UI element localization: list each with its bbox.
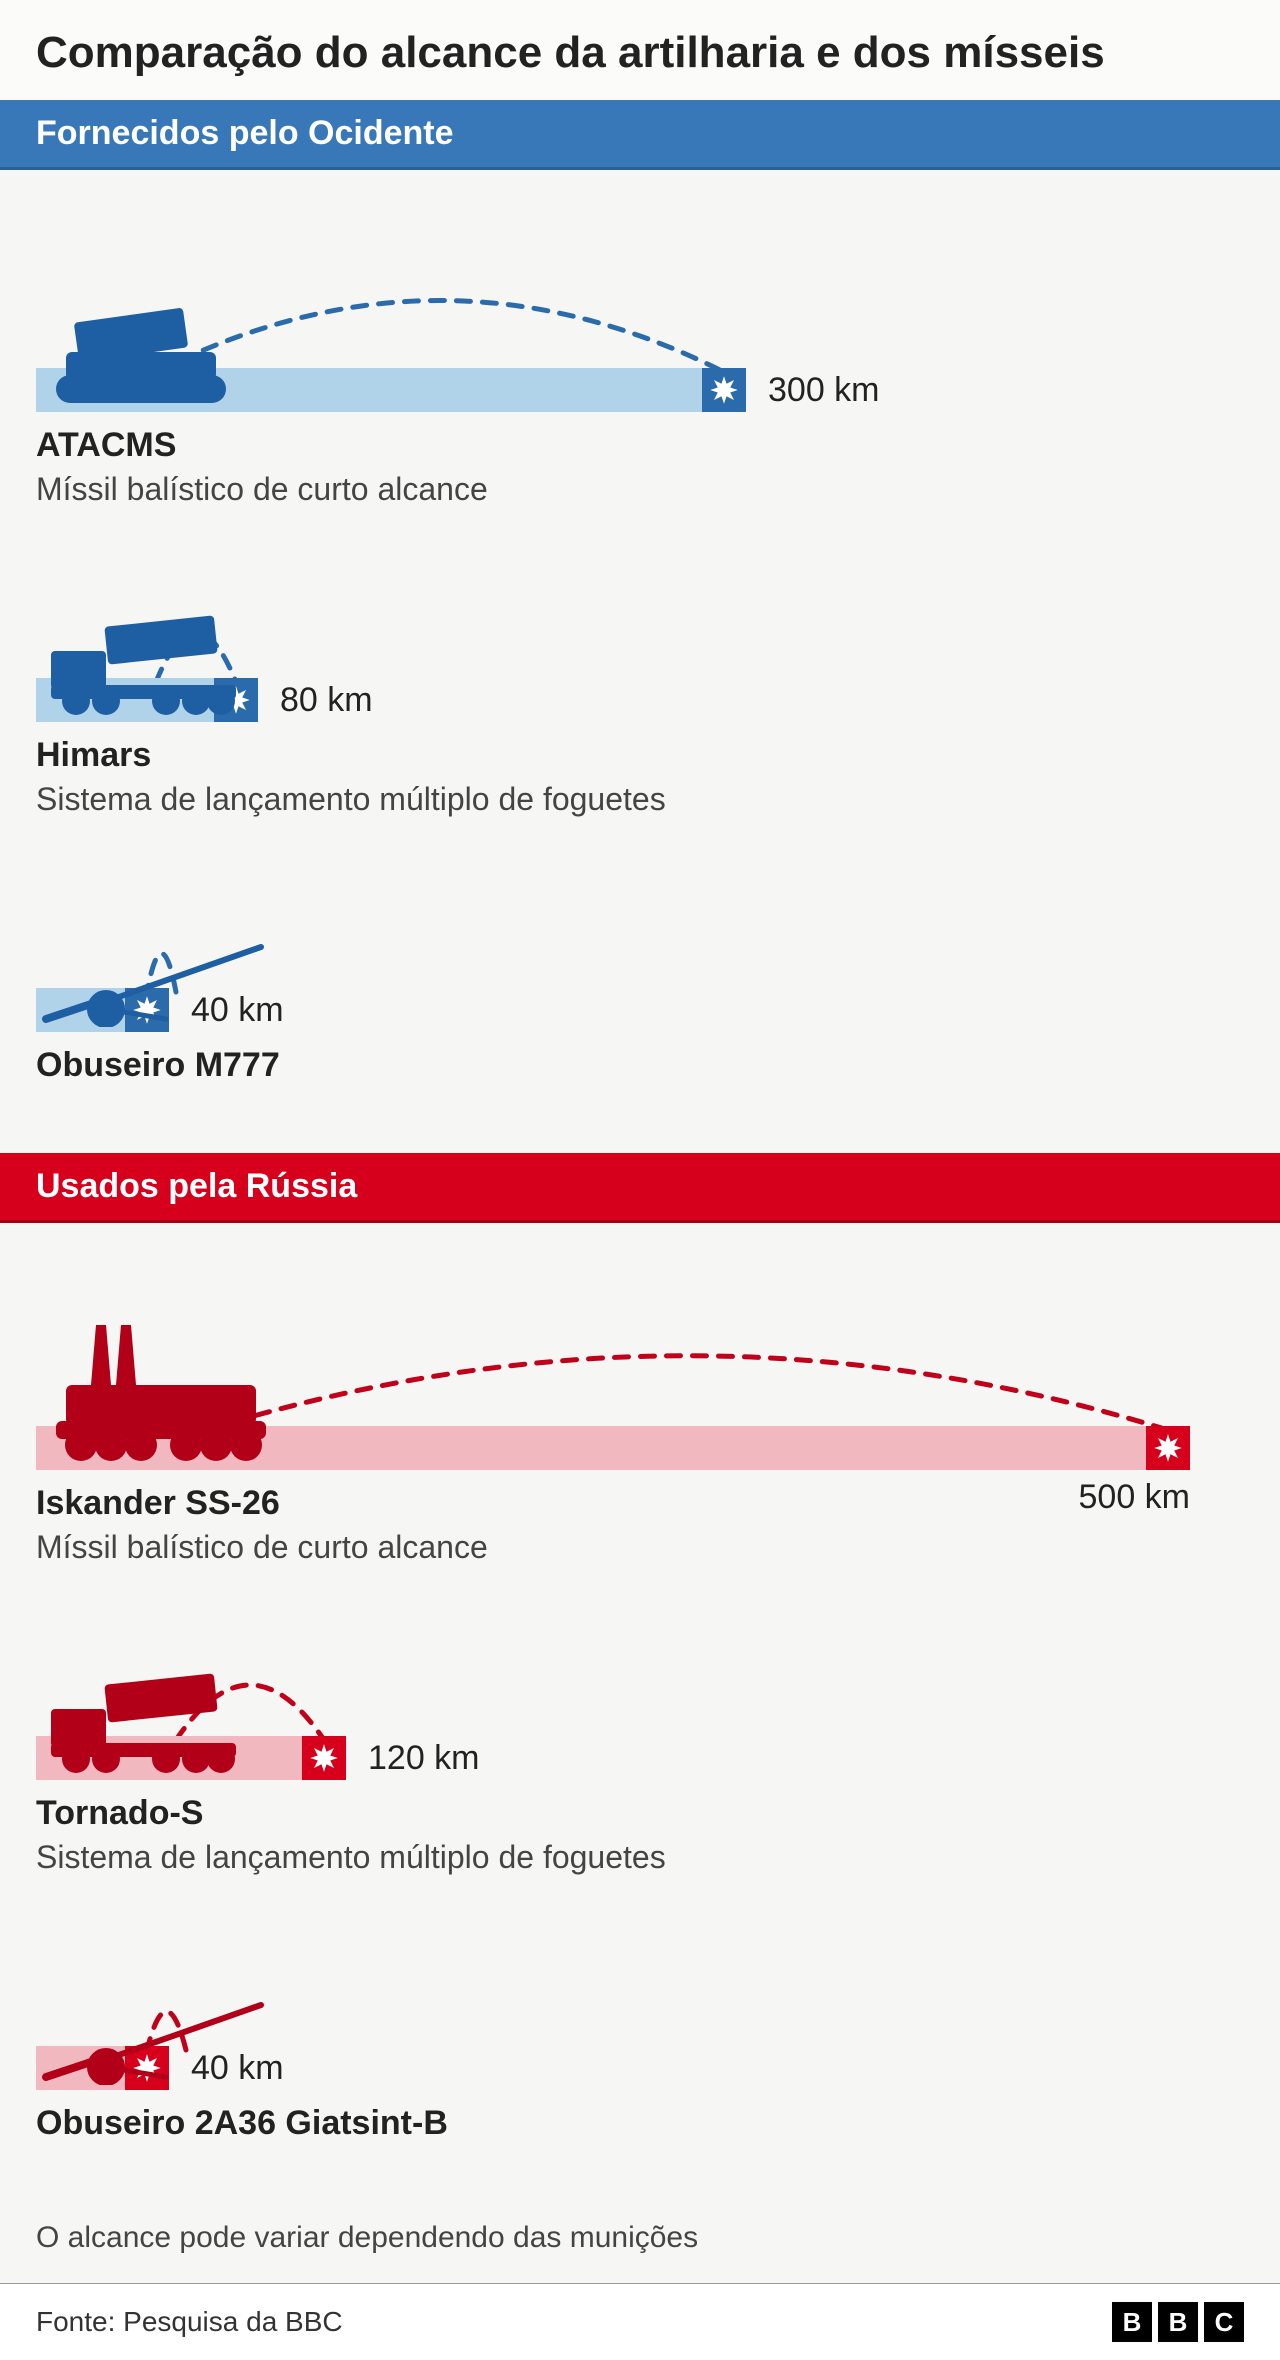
infographic-container: Comparação do alcance da artilharia e do… [0,0,1280,2360]
weapon-name: Obuseiro 2A36 Giatsint-B [36,2104,1244,2143]
weapon-viz: 40 km [36,872,1244,1032]
range-label: 300 km [768,371,880,410]
range-label: 500 km [1079,1478,1191,1517]
weapon-viz: 300 km [36,232,1244,412]
section-header-west: Fornecidos pelo Ocidente [0,100,1280,170]
section-header-russia: Usados pela Rússia [0,1153,1280,1223]
weapon-row: 40 km Obuseiro M777 [36,872,1244,1085]
bbc-logo-b1: B [1112,2302,1152,2342]
sections: Fornecidos pelo Ocidente 300 km [0,100,1280,2211]
weapon-row: 120 km Tornado-S Sistema de lançamento m… [36,1620,1244,1876]
source-text: Fonte: Pesquisa da BBC [36,2306,343,2338]
weapon-name: Tornado-S [36,1794,1244,1833]
weapon-row: 500 km Iskander SS-26 Míssil balístico d… [36,1285,1244,1566]
vehicle-icon [36,1995,276,2090]
range-label: 120 km [368,1739,480,1778]
bbc-logo-c: C [1204,2302,1244,2342]
weapon-row: 300 km ATACMS Míssil balístico de curto … [36,232,1244,508]
impact-icon [302,1736,346,1780]
weapon-name: Obuseiro M777 [36,1046,1244,1085]
section-body-west: 300 km ATACMS Míssil balístico de curto … [0,170,1280,1153]
bbc-logo: B B C [1112,2302,1244,2342]
section-body-russia: 500 km Iskander SS-26 Míssil balístico d… [0,1223,1280,2211]
weapon-row: 40 km Obuseiro 2A36 Giatsint-B [36,1930,1244,2143]
weapon-desc: Míssil balístico de curto alcance [36,1529,1244,1566]
weapon-viz: 500 km [36,1285,1244,1470]
weapon-desc: Míssil balístico de curto alcance [36,471,1244,508]
weapon-desc: Sistema de lançamento múltiplo de foguet… [36,1839,1244,1876]
vehicle-icon [36,937,276,1032]
weapon-viz: 120 km [36,1620,1244,1780]
range-label: 80 km [280,681,373,720]
weapon-desc: Sistema de lançamento múltiplo de foguet… [36,781,1244,818]
weapon-name: Himars [36,736,1244,775]
footnote: O alcance pode variar dependendo das mun… [0,2211,1280,2283]
impact-icon [1146,1426,1190,1470]
page-title: Comparação do alcance da artilharia e do… [0,0,1280,100]
vehicle-icon [36,1315,276,1470]
weapon-row: 80 km Himars Sistema de lançamento múlti… [36,562,1244,818]
weapon-name: Iskander SS-26 [36,1484,1244,1523]
vehicle-icon [36,297,236,412]
vehicle-icon [36,607,246,722]
weapon-viz: 40 km [36,1930,1244,2090]
vehicle-icon [36,1665,246,1780]
weapon-viz: 80 km [36,562,1244,722]
weapon-name: ATACMS [36,426,1244,465]
impact-icon [702,368,746,412]
bbc-logo-b2: B [1158,2302,1198,2342]
footer: Fonte: Pesquisa da BBC B B C [0,2283,1280,2360]
